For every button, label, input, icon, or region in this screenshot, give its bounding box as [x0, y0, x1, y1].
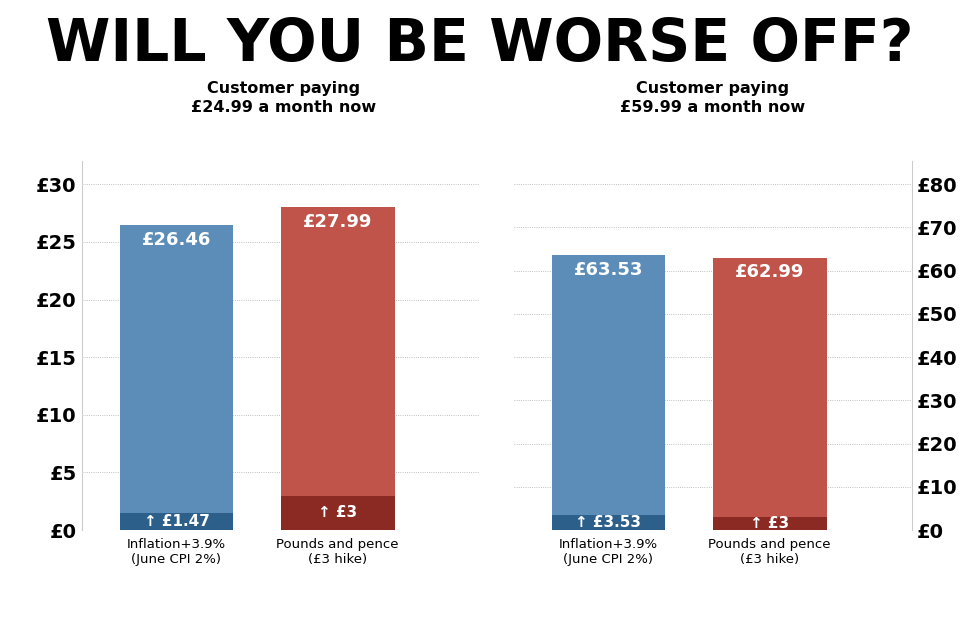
- Bar: [712, 517, 827, 530]
- Bar: [120, 225, 233, 513]
- Text: ↑ £3: ↑ £3: [750, 516, 789, 531]
- Text: ↑ £3.53: ↑ £3.53: [575, 515, 641, 530]
- Text: £62.99: £62.99: [735, 264, 804, 281]
- Text: £63.53: £63.53: [574, 261, 643, 279]
- Bar: [712, 258, 827, 517]
- Text: £27.99: £27.99: [303, 213, 372, 231]
- Text: Customer paying
£59.99 a month now: Customer paying £59.99 a month now: [620, 81, 804, 115]
- Text: WILL YOU BE WORSE OFF?: WILL YOU BE WORSE OFF?: [46, 16, 914, 73]
- Bar: [552, 515, 665, 530]
- Text: ↑ £3: ↑ £3: [318, 505, 357, 520]
- Text: Customer paying
£24.99 a month now: Customer paying £24.99 a month now: [191, 81, 375, 115]
- Bar: [280, 208, 395, 495]
- Bar: [552, 255, 665, 515]
- Bar: [120, 513, 233, 530]
- Text: ↑ £1.47: ↑ £1.47: [143, 514, 209, 529]
- Text: £26.46: £26.46: [142, 231, 211, 249]
- Bar: [280, 495, 395, 530]
